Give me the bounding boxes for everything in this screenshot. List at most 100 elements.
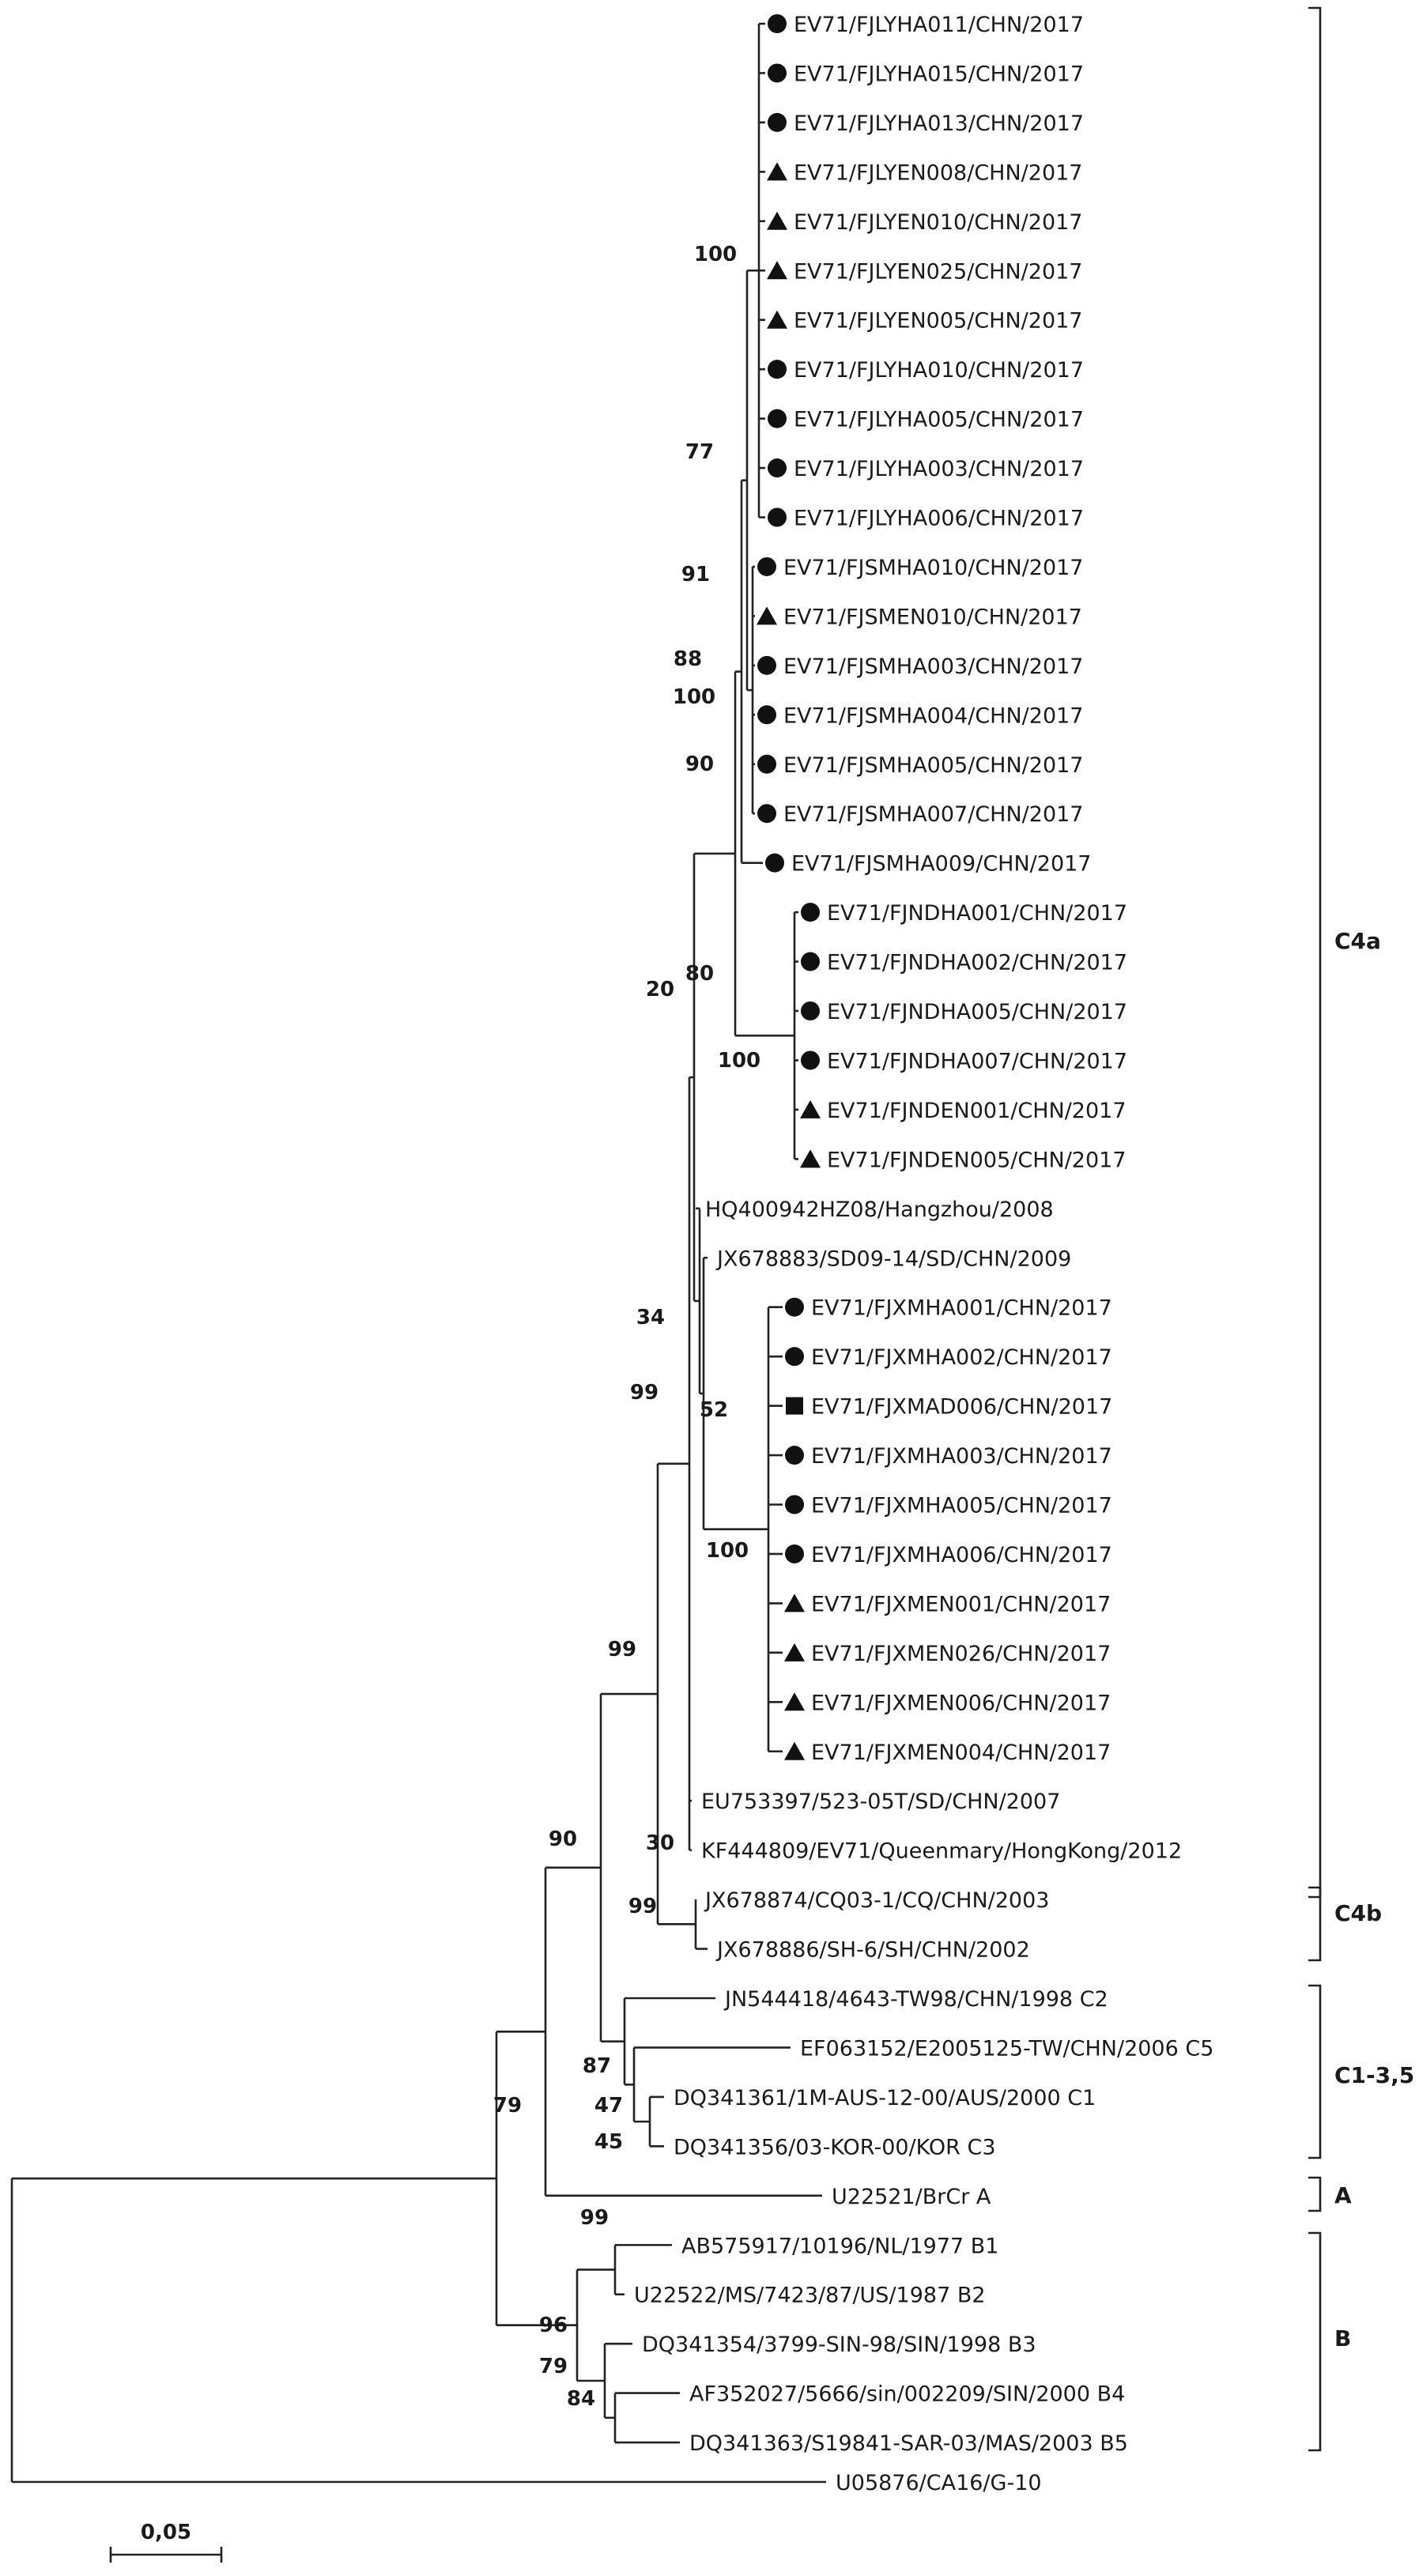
circle-marker-icon bbox=[785, 1446, 804, 1465]
circle-marker-icon bbox=[757, 556, 776, 576]
clade-label: B bbox=[1334, 2325, 1351, 2352]
triangle-marker-icon bbox=[784, 1593, 805, 1612]
tip-label: U22521/BrCr A bbox=[832, 2185, 991, 2209]
tip-label: EV71/FJSMHA007/CHN/2017 bbox=[783, 802, 1083, 827]
clade-bracket bbox=[1308, 1984, 1322, 2159]
circle-marker-icon bbox=[768, 507, 787, 527]
tip-markers bbox=[757, 14, 821, 1760]
tip-label: EV71/FJLYHA011/CHN/2017 bbox=[794, 13, 1084, 37]
triangle-marker-icon bbox=[767, 211, 787, 230]
clade-bracket bbox=[1308, 6, 1322, 1899]
triangle-marker-icon bbox=[800, 1099, 821, 1118]
tip-label: EV71/FJXMHA003/CHN/2017 bbox=[811, 1444, 1112, 1469]
bootstrap-value: 87 bbox=[583, 2054, 611, 2078]
tip-label: EV71/FJNDHA002/CHN/2017 bbox=[827, 951, 1127, 975]
tip-label: U22522/MS/7423/87/US/1987 B2 bbox=[634, 2284, 986, 2308]
tip-label: JN544418/4643-TW98/CHN/1998 C2 bbox=[723, 1987, 1108, 2012]
clade-brackets: C4a C4b C1-3,5 A B bbox=[1308, 6, 1414, 2452]
bootstrap-value: 99 bbox=[608, 1638, 636, 1661]
tip-label: EV71/FJSMHA009/CHN/2017 bbox=[791, 852, 1091, 877]
tip-label: JX678886/SH-6/SH/CHN/2002 bbox=[715, 1938, 1030, 1963]
circle-marker-icon bbox=[757, 655, 776, 675]
circle-marker-icon bbox=[801, 1001, 820, 1020]
tip-label: JX678874/CQ03-1/CQ/CHN/2003 bbox=[704, 1888, 1049, 1913]
clade-label: C4b bbox=[1334, 1900, 1382, 1926]
tip-label: EV71/FJNDEN005/CHN/2017 bbox=[827, 1148, 1127, 1172]
tip-label: EV71/FJSMHA004/CHN/2017 bbox=[783, 703, 1083, 728]
tip-label: EV71/FJLYHA015/CHN/2017 bbox=[794, 62, 1084, 86]
tip-label: DQ341356/03-KOR-00/KOR C3 bbox=[674, 2135, 996, 2159]
triangle-marker-icon bbox=[767, 310, 787, 329]
circle-marker-icon bbox=[785, 1347, 804, 1367]
clade-bracket bbox=[1308, 2231, 1322, 2452]
tip-label: EV71/FJNDHA005/CHN/2017 bbox=[827, 1000, 1127, 1024]
bootstrap-value: 52 bbox=[700, 1398, 728, 1422]
bootstrap-value: 84 bbox=[567, 2387, 595, 2411]
tip-label: EV71/FJXMEN026/CHN/2017 bbox=[811, 1642, 1111, 1666]
bootstrap-value: 96 bbox=[539, 2314, 568, 2337]
bootstrap-value: 100 bbox=[673, 685, 715, 709]
tip-label: AF352027/5666/sin/002209/SIN/2000 B4 bbox=[689, 2382, 1125, 2407]
tip-label: U05876/CA16/G-10 bbox=[836, 2471, 1042, 2495]
tree-branches bbox=[10, 22, 826, 2484]
tip-label: AB575917/10196/NL/1977 B1 bbox=[681, 2234, 998, 2258]
tip-label: EF063152/E2005125-TW/CHN/2006 C5 bbox=[800, 2036, 1213, 2061]
bootstrap-value: 99 bbox=[580, 2206, 609, 2230]
scale-bar: 0,05 bbox=[109, 2521, 223, 2563]
tip-label: EV71/FJLYHA013/CHN/2017 bbox=[794, 111, 1084, 136]
tip-label: EV71/FJLYEN025/CHN/2017 bbox=[794, 259, 1082, 284]
tip-label: DQ341354/3799-SIN-98/SIN/1998 B3 bbox=[642, 2333, 1036, 2357]
circle-marker-icon bbox=[768, 409, 787, 428]
clade-label: A bbox=[1334, 2182, 1352, 2208]
triangle-marker-icon bbox=[800, 1149, 821, 1168]
tip-label: EV71/FJNDEN001/CHN/2017 bbox=[827, 1099, 1127, 1123]
circle-marker-icon bbox=[785, 1495, 804, 1514]
clade-label: C1-3,5 bbox=[1334, 2062, 1414, 2088]
tip-label: DQ341363/S19841-SAR-03/MAS/2003 B5 bbox=[689, 2431, 1128, 2456]
square-marker-icon bbox=[786, 1397, 803, 1415]
circle-marker-icon bbox=[785, 1544, 804, 1563]
clade-bracket bbox=[1308, 1886, 1322, 1962]
circle-marker-icon bbox=[765, 853, 784, 873]
clade-label: C4a bbox=[1334, 928, 1381, 954]
bootstrap-value: 99 bbox=[628, 1895, 657, 1918]
tip-label: EV71/FJXMAD006/CHN/2017 bbox=[811, 1395, 1112, 1420]
bootstrap-value: 88 bbox=[674, 647, 702, 671]
bootstrap-value: 100 bbox=[706, 1539, 749, 1563]
bootstrap-value: 20 bbox=[646, 978, 674, 1001]
tip-label: EU753397/523-05T/SD/CHN/2007 bbox=[701, 1790, 1060, 1814]
bootstrap-value: 80 bbox=[685, 962, 714, 986]
bootstrap-value: 79 bbox=[493, 2094, 522, 2118]
bootstrap-value: 100 bbox=[718, 1049, 760, 1073]
circle-marker-icon bbox=[768, 63, 787, 83]
bootstrap-value: 91 bbox=[681, 563, 710, 586]
tip-label: EV71/FJSMEN010/CHN/2017 bbox=[783, 605, 1082, 629]
tip-label: JX678883/SD09-14/SD/CHN/2009 bbox=[715, 1247, 1071, 1271]
tip-label: EV71/FJNDHA007/CHN/2017 bbox=[827, 1049, 1127, 1073]
tip-label: EV71/FJLYHA006/CHN/2017 bbox=[794, 507, 1084, 531]
tip-label: EV71/FJXMEN001/CHN/2017 bbox=[811, 1592, 1111, 1616]
tip-label: EV71/FJNDHA001/CHN/2017 bbox=[827, 901, 1127, 926]
bootstrap-value: 45 bbox=[594, 2130, 623, 2154]
circle-marker-icon bbox=[785, 1297, 804, 1317]
bootstrap-value: 90 bbox=[549, 1827, 577, 1851]
tip-label: EV71/FJLYEN010/CHN/2017 bbox=[794, 210, 1082, 235]
tip-label: EV71/FJXMHA006/CHN/2017 bbox=[811, 1543, 1112, 1567]
circle-marker-icon bbox=[801, 1050, 820, 1070]
clade-bracket bbox=[1308, 2176, 1322, 2212]
bootstrap-value: 34 bbox=[636, 1306, 665, 1329]
tip-label: EV71/FJSMHA005/CHN/2017 bbox=[783, 753, 1083, 778]
circle-marker-icon bbox=[757, 705, 776, 725]
bootstrap-value: 99 bbox=[630, 1381, 659, 1405]
circle-marker-icon bbox=[768, 458, 787, 478]
tip-label: EV71/FJXMHA005/CHN/2017 bbox=[811, 1494, 1112, 1518]
tip-label: EV71/FJLYHA010/CHN/2017 bbox=[794, 358, 1084, 383]
triangle-marker-icon bbox=[767, 162, 787, 181]
circle-marker-icon bbox=[768, 14, 787, 33]
triangle-marker-icon bbox=[784, 1643, 805, 1661]
tip-label: EV71/FJXMEN004/CHN/2017 bbox=[811, 1741, 1111, 1765]
triangle-marker-icon bbox=[784, 1692, 805, 1711]
bootstrap-value: 47 bbox=[594, 2094, 623, 2118]
bootstrap-value: 30 bbox=[646, 1831, 674, 1855]
